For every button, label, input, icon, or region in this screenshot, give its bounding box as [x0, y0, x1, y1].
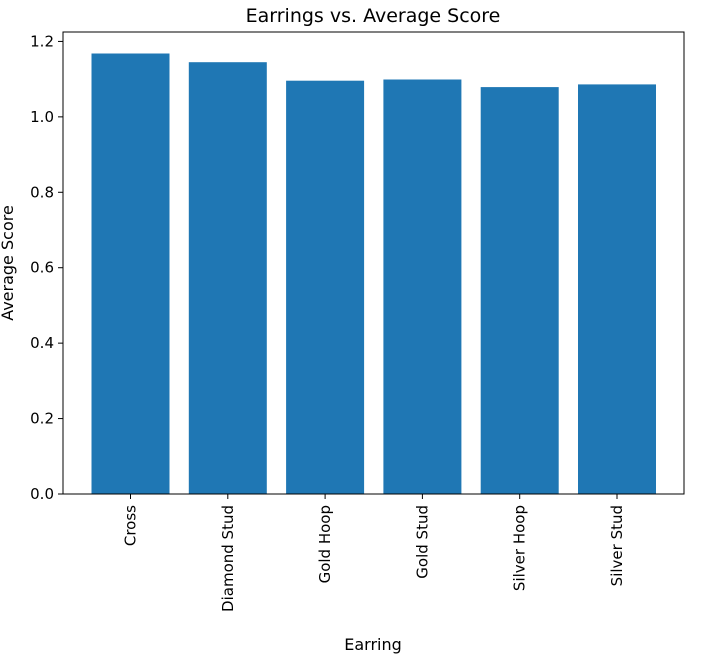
- bar-gold-hoop: [286, 80, 365, 494]
- x-tick-label: Diamond Stud: [219, 505, 237, 612]
- plot-frame: [62, 31, 685, 495]
- bar-silver-hoop: [480, 87, 559, 494]
- x-tick-label: Cross: [122, 505, 140, 546]
- x-tick-label: Silver Hoop: [511, 505, 529, 591]
- y-tick-label: 0.2: [30, 410, 54, 428]
- y-axis-label: Average Score: [0, 205, 17, 321]
- y-tick-label: 1.0: [30, 108, 54, 126]
- bar-gold-stud: [383, 79, 462, 494]
- bar-diamond-stud: [188, 62, 267, 494]
- y-tick-label: 1.2: [30, 32, 54, 50]
- x-tick-label: Silver Stud: [608, 505, 626, 586]
- y-tick-label: 0.0: [30, 485, 54, 503]
- y-tick-label: 0.4: [30, 334, 54, 352]
- chart-title: Earrings vs. Average Score: [246, 5, 501, 27]
- y-tick-label: 0.6: [30, 259, 54, 277]
- x-tick-label: Gold Stud: [413, 505, 431, 579]
- y-tick-label: 0.8: [30, 183, 54, 201]
- y-axis: 0.0 0.2 0.4 0.6 0.8 1.0 1.2: [30, 32, 63, 503]
- bar-silver-stud: [578, 84, 656, 495]
- bars-group: [91, 53, 656, 495]
- x-axis: Cross Diamond Stud Gold Hoop Gold Stud Silve…: [122, 494, 626, 612]
- bar-cross: [91, 53, 170, 494]
- x-axis-label: Earring: [344, 635, 402, 654]
- x-tick-label: Gold Hoop: [316, 505, 334, 583]
